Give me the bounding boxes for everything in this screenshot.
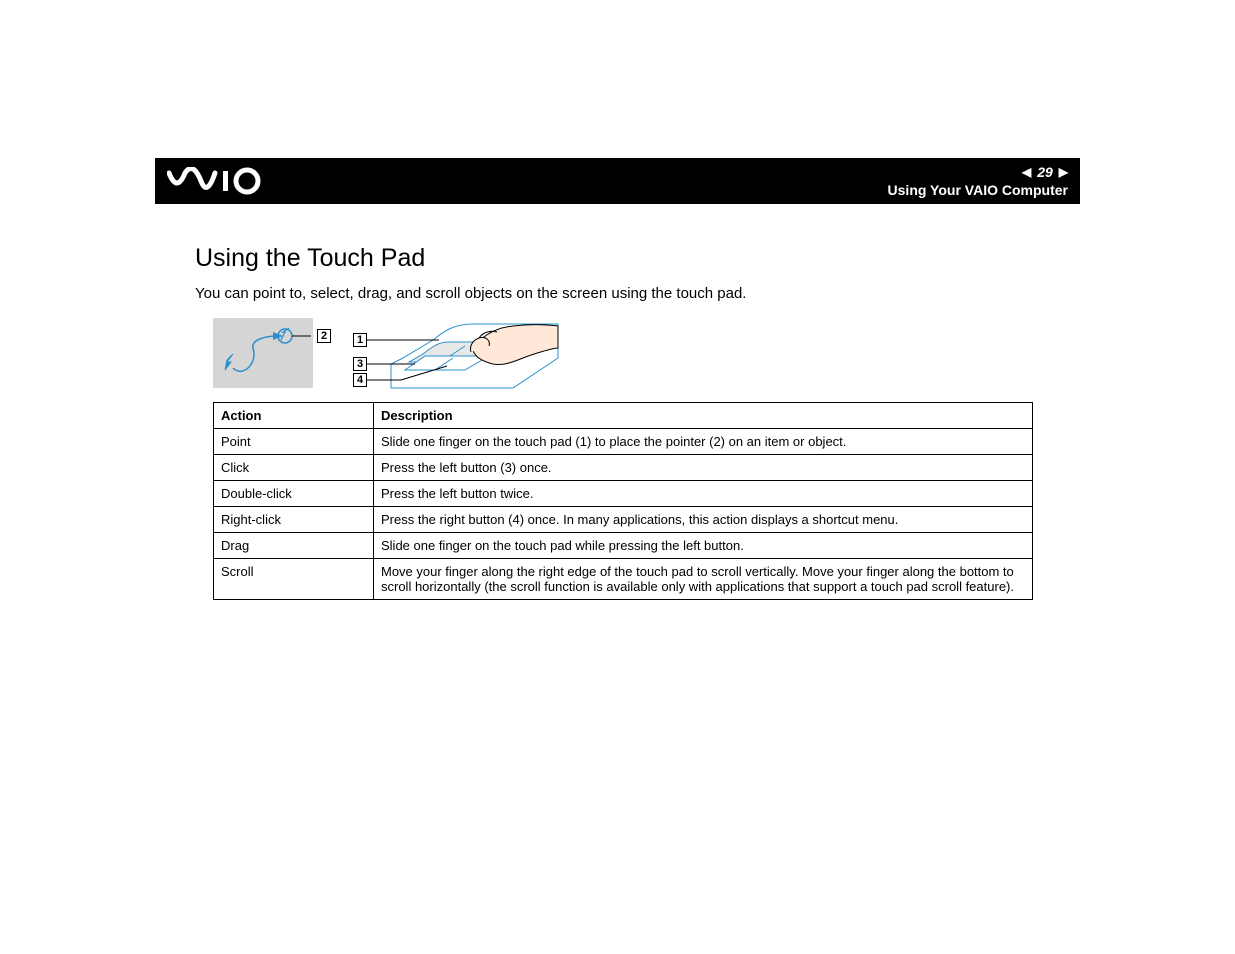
header-bar: ◀ 29 ▶ Using Your VAIO Computer [155,158,1080,204]
next-page-arrow[interactable]: ▶ [1059,165,1068,179]
col-action: Action [214,403,374,429]
callout-3: 3 [353,357,367,371]
header-right: ◀ 29 ▶ Using Your VAIO Computer [888,164,1068,198]
cell-desc: Press the right button (4) once. In many… [374,507,1033,533]
cell-desc: Press the left button (3) once. [374,455,1033,481]
table-row: Scroll Move your finger along the right … [214,559,1033,600]
table-row: Right-click Press the right button (4) o… [214,507,1033,533]
section-label: Using Your VAIO Computer [888,182,1068,198]
document-page: ◀ 29 ▶ Using Your VAIO Computer Using th… [0,0,1235,600]
cell-action: Click [214,455,374,481]
cell-action: Drag [214,533,374,559]
col-description: Description [374,403,1033,429]
diagram-touchpad: 1 3 4 [353,318,563,398]
callout-1: 1 [353,333,367,347]
page-nav: ◀ 29 ▶ [888,164,1068,180]
table-header-row: Action Description [214,403,1033,429]
diagram-pointer: 2 [213,318,313,388]
cell-action: Double-click [214,481,374,507]
callout-4: 4 [353,373,367,387]
table-row: Click Press the left button (3) once. [214,455,1033,481]
callout-2: 2 [317,329,331,343]
vaio-logo [167,167,263,195]
table-row: Drag Slide one finger on the touch pad w… [214,533,1033,559]
prev-page-arrow[interactable]: ◀ [1022,165,1031,179]
page-number: 29 [1037,164,1053,180]
diagrams: 2 1 3 [213,318,1080,398]
table-row: Point Slide one finger on the touch pad … [214,429,1033,455]
actions-table: Action Description Point Slide one finge… [213,402,1033,600]
cell-desc: Slide one finger on the touch pad (1) to… [374,429,1033,455]
page-title: Using the Touch Pad [195,244,1080,273]
cell-desc: Slide one finger on the touch pad while … [374,533,1033,559]
cell-action: Right-click [214,507,374,533]
intro-text: You can point to, select, drag, and scro… [195,285,1080,302]
page-content: Using the Touch Pad You can point to, se… [195,244,1080,600]
cell-action: Point [214,429,374,455]
cell-desc: Move your finger along the right edge of… [374,559,1033,600]
cell-desc: Press the left button twice. [374,481,1033,507]
cell-action: Scroll [214,559,374,600]
table-row: Double-click Press the left button twice… [214,481,1033,507]
